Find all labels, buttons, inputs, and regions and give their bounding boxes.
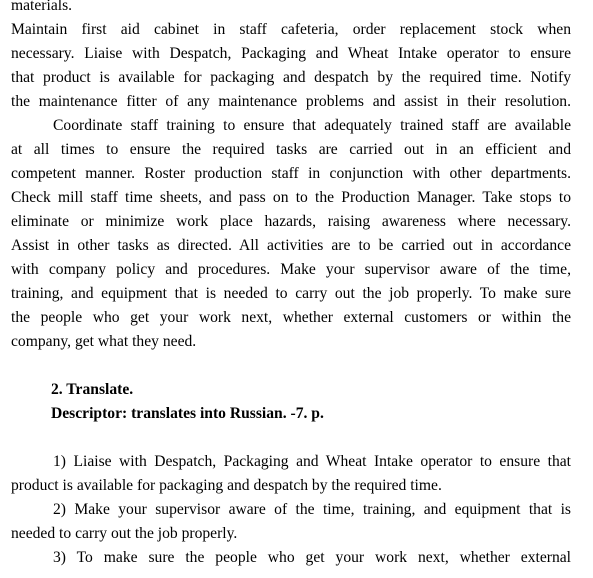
text-line: the maintenance fitter of any maintenanc… <box>11 93 571 110</box>
text-line: Check mill staff time sheets, and pass o… <box>11 189 571 206</box>
text-line: product is available for packaging and d… <box>11 477 442 494</box>
text-line: training, and equipment that is needed t… <box>11 285 571 302</box>
text-line: company, get what they need. <box>11 333 197 350</box>
text-line: Maintain first aid cabinet in staff cafe… <box>11 21 571 38</box>
translation-list: 1) Liaise with Despatch, Packaging and W… <box>11 450 571 570</box>
text-line: 3) To make sure the people who get your … <box>53 549 571 566</box>
task-heading: 2. Translate. <box>51 381 134 398</box>
paragraph-duties: Coordinate staff training to ensure that… <box>11 114 571 354</box>
text-line: at all times to ensure the required task… <box>11 141 571 158</box>
text-line: with company policy and procedures. Make… <box>11 261 571 278</box>
document-page: materials. Maintain first aid cabinet in… <box>11 0 571 570</box>
text-line: 1) Liaise with Despatch, Packaging and W… <box>53 453 571 470</box>
text-line: competent manner. Roster production staf… <box>11 165 571 182</box>
text-line: 2) Make your supervisor aware of the tim… <box>53 501 571 518</box>
text-line: that product is available for packaging … <box>11 69 571 86</box>
list-item: 3) To make sure the people who get your … <box>11 546 571 570</box>
text-line: necessary. Liaise with Despatch, Packagi… <box>11 45 571 62</box>
blank-line <box>11 426 571 450</box>
text-line: needed to carry out the job properly. <box>11 525 238 542</box>
paragraph-responsibilities: Maintain first aid cabinet in staff cafe… <box>11 18 571 114</box>
list-item: 2) Make your supervisor aware of the tim… <box>11 498 571 546</box>
text-line: eliminate or minimize work place hazards… <box>11 213 571 230</box>
text-line: Coordinate staff training to ensure that… <box>53 117 571 134</box>
list-item: 1) Liaise with Despatch, Packaging and W… <box>11 450 571 498</box>
blank-line <box>11 354 571 378</box>
task-descriptor: Descriptor: translates into Russian. -7.… <box>51 405 324 422</box>
text-line: the people who get your work next, wheth… <box>11 309 571 326</box>
text-line: materials. <box>11 0 73 14</box>
text-line: Assist in other tasks as directed. All a… <box>11 237 571 254</box>
